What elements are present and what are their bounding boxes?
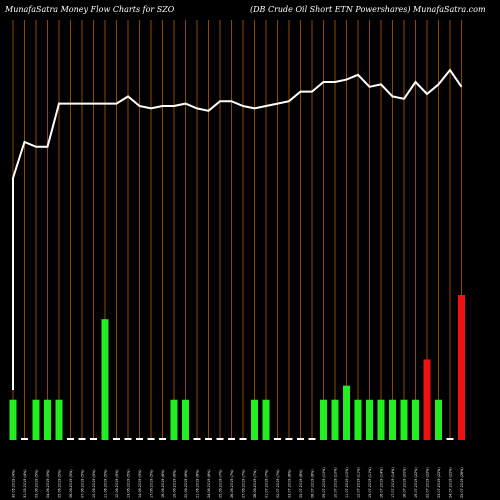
x-tick-label: 14.06.2019 (5%) [138,469,142,498]
volume-bar [159,438,166,440]
volume-bar [124,438,132,440]
x-tick-label: 08.07.2019 (8%) [311,469,315,498]
volume-bar [170,399,178,440]
x-tick-label: 05.07.2019 (8%) [299,469,303,498]
volume-bars [9,295,465,440]
volume-bar [44,399,51,440]
volume-bar [251,399,258,440]
volume-bar [239,438,247,440]
x-tick-label: 10.06.2019 (5%) [92,469,96,498]
x-tick-label: 06.06.2019 (5%) [69,469,73,498]
volume-bar [228,438,235,440]
volume-bar [297,438,304,440]
x-tick-label: 20.06.2019 (6%) [184,469,188,498]
volume-bar [435,399,442,440]
volume-bar [205,438,212,440]
x-tick-label: 19.06.2019 (6%) [173,469,177,498]
x-tick-label: 12.07.2019 (11%) [357,467,361,498]
volume-bar [354,399,362,440]
volume-bar [458,295,465,440]
x-tick-label: 23.07.2019 (22%) [437,467,441,498]
x-tick-label: 26.06.2019 (7%) [230,469,234,498]
volume-bar [136,438,143,440]
volume-bar [412,399,419,440]
x-tick-label: 11.06.2019 (5%) [104,469,108,498]
volume-bar [262,399,270,440]
volume-bar [308,438,316,440]
volume-bar [400,399,408,440]
x-tick-label: 11.07.2019 (10%) [345,467,349,498]
x-tick-label: 02.07.2019 (7%) [276,469,280,498]
x-tick-label: 21.06.2019 (6%) [196,469,200,498]
grid-lines [12,20,462,440]
volume-bar [216,438,224,440]
volume-bar [193,438,201,440]
volume-bar [90,438,97,440]
volume-bar [101,319,109,440]
chart-title-left: MunafaSatra Money Flow Charts for SZO [4,5,175,14]
volume-bar [147,438,155,440]
volume-bar [274,438,281,440]
x-tick-label: 25.07.2019 (28%) [460,467,464,498]
x-tick-labels: 25.07.2019 (28%) 24.07.2019 (22%) 23.07.20… [12,467,465,498]
volume-bar [320,399,327,440]
volume-bar [366,399,373,440]
x-tick-label: 03.06.2019 (5%) [35,469,39,498]
x-tick-label: 12.06.2019 (5%) [115,469,119,498]
x-tick-label: 24.07.2019 (22%) [449,467,453,498]
volume-bar [32,399,40,440]
volume-bar [55,399,63,440]
x-tick-label: 16.07.2019 (14%) [380,467,384,498]
x-tick-label: 31.05.2019 (4%) [23,469,27,498]
x-tick-label: 19.07.2019 (22%) [414,467,418,498]
x-tick-label: 13.06.2019 (5%) [127,469,131,498]
x-tick-label: 28.06.2019 (7%) [253,469,257,498]
x-tick-label: 09.07.2019 (10%) [322,467,326,498]
x-tick-label: 25.06.2019 (7%) [219,469,223,498]
x-tick-label: 18.07.2019 (20%) [403,467,407,498]
x-tick-label: 22.07.2019 (22%) [426,467,430,498]
x-tick-label: 17.07.2019 (14%) [391,467,395,498]
price-line-group [12,68,463,390]
volume-bar [113,438,120,440]
volume-bar [389,399,396,440]
x-tick-label: 15.07.2019 (11%) [368,467,372,498]
volume-bar [285,438,293,440]
x-tick-label: 10.07.2019 (10%) [334,467,338,498]
volume-bar [182,399,189,440]
volume-bar [423,359,431,440]
x-tick-label: 01.07.2019 (7%) [265,469,269,498]
volume-bar [331,399,339,440]
chart-title-right: (DB Crude Oil Short ETN Powershares) Mun… [250,5,486,14]
x-tick-label: 07.06.2019 (5%) [81,469,85,498]
x-tick-label: 17.06.2019 (5%) [150,469,154,498]
x-tick-label: 03.07.2019 (8%) [288,469,292,498]
price-line [12,68,463,390]
volume-bar [446,438,454,440]
volume-bar [343,385,350,440]
x-tick-label: 30.05.2019 (4%) [12,469,16,498]
volume-bar [377,399,385,440]
x-tick-label: 04.06.2019 (5%) [46,469,50,498]
volume-bar [9,399,17,440]
volume-bar [78,438,86,440]
x-tick-label: 18.06.2019 (6%) [161,469,165,498]
volume-bar [67,438,74,440]
x-tick-label: 27.06.2019 (7%) [242,469,246,498]
volume-bar [21,438,28,440]
x-tick-label: 24.06.2019 (6%) [207,469,211,498]
x-tick-label: 05.06.2019 (5%) [58,469,62,498]
